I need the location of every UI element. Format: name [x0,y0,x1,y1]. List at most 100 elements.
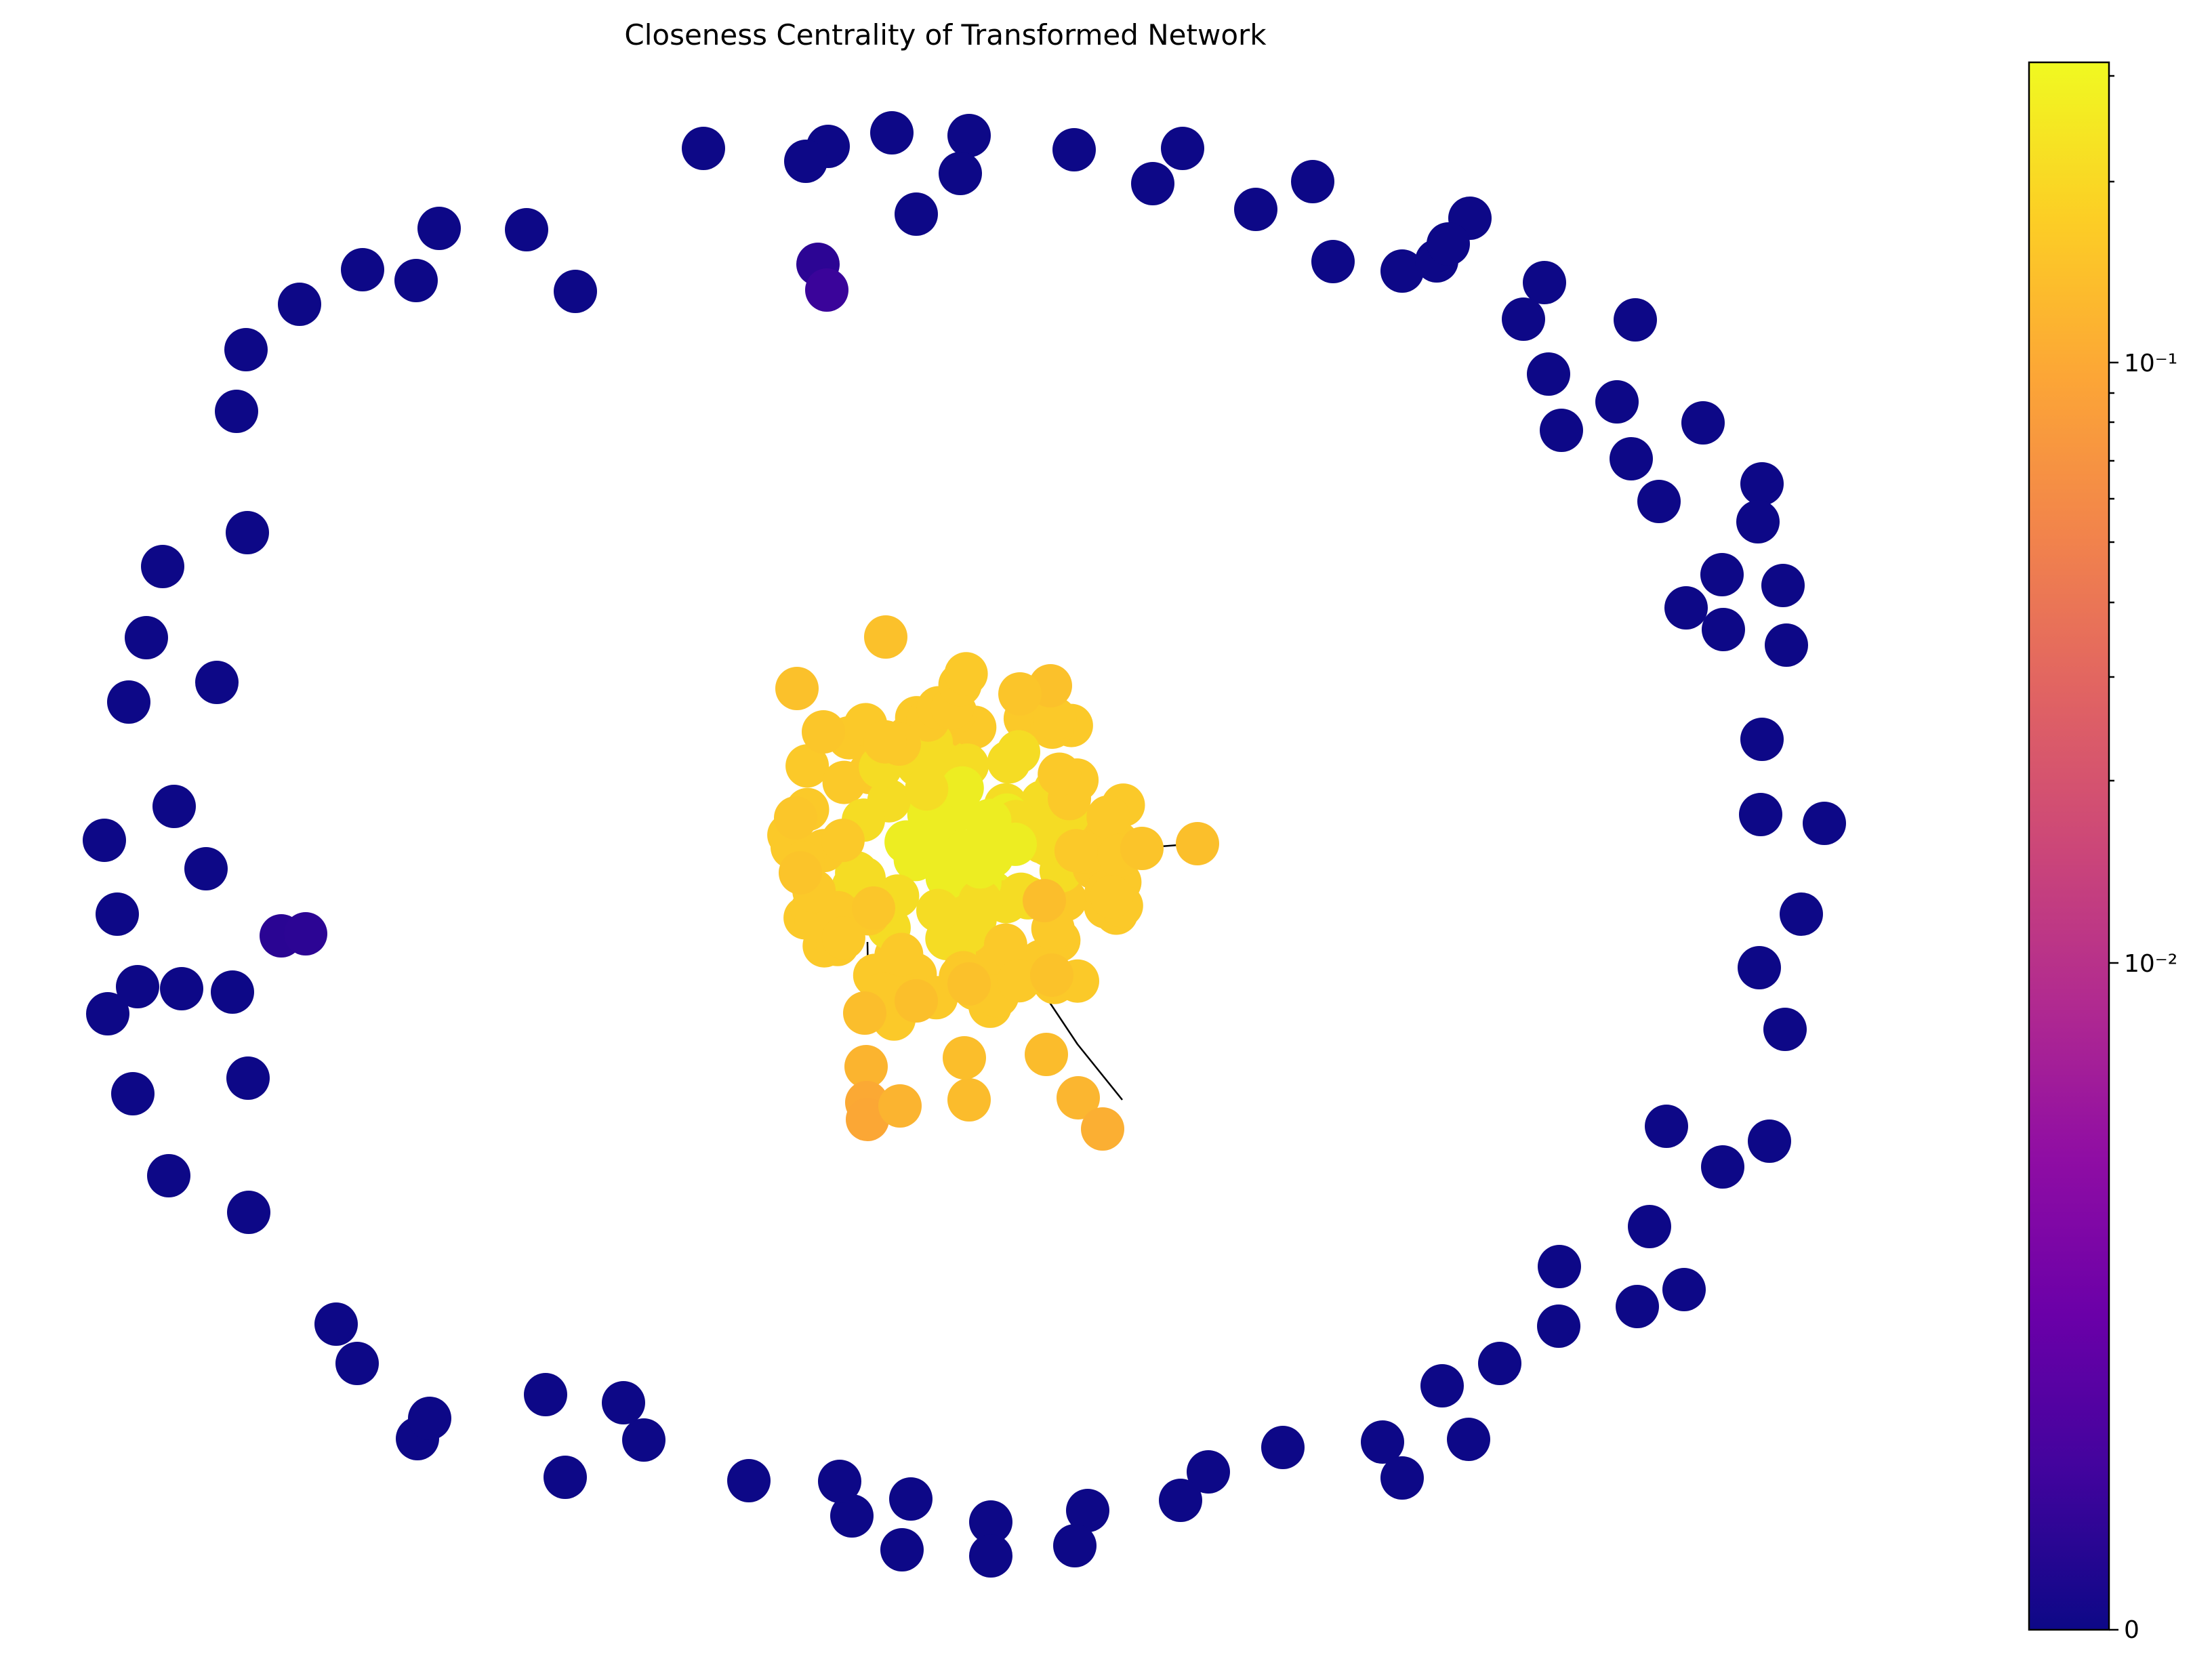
isolated-node [784,140,827,183]
isolated-node [1380,249,1424,293]
cluster-node [944,652,988,696]
cluster-node [947,1078,991,1122]
isolated-node [895,192,938,236]
pair-node [805,268,848,312]
isolated-node [1527,352,1570,396]
cluster-node [968,798,1012,842]
isolated-node [1427,222,1470,266]
isolated-node [1681,401,1725,445]
cluster-node [844,1045,888,1088]
colorbar-tick-label-1e-2: 10⁻² [2124,950,2177,978]
isolated-node [83,819,126,862]
isolated-node [1763,1008,1807,1051]
isolated-node [1540,409,1583,452]
isolated-node [1052,128,1096,171]
cluster-node [774,796,817,840]
isolated-node [969,1534,1012,1578]
cluster-node [863,720,907,764]
isolated-node [1537,1304,1580,1348]
isolated-node [1502,297,1545,341]
isolated-node [1523,261,1566,304]
isolated-node [184,847,228,890]
isolated-node [125,616,168,659]
isolated-node [1066,1489,1109,1532]
isolated-node [1736,500,1780,543]
isolated-node [1702,608,1745,651]
cluster-node [997,959,1041,1003]
isolated-node [1748,1119,1791,1163]
isolated-node [1380,1456,1424,1500]
isolated-node [1616,1285,1659,1328]
isolated-node [1662,1268,1706,1311]
isolated-node [152,785,196,828]
cluster-node [997,730,1040,774]
isolated-node [818,1460,861,1503]
isolated-node [111,1072,155,1115]
cluster-node [785,744,830,788]
isolated-node [524,1373,567,1416]
isolated-node [341,248,384,291]
isolated-node [1538,1245,1581,1288]
cluster-node [1057,1076,1100,1119]
isolated-node [1478,1342,1521,1385]
cluster-node [1030,953,1073,997]
cluster-node [802,710,845,754]
isolated-node [1628,1205,1671,1248]
isolated-node [1614,298,1657,342]
cluster-node [821,916,865,960]
isolated-node [1234,188,1277,231]
isolated-node [141,545,184,588]
isolated-node [1637,480,1681,523]
isolated-node [830,1494,874,1538]
cluster-node [1120,827,1164,870]
isolated-node [1803,802,1846,845]
isolated-node [880,1528,924,1571]
isolated-node [116,965,159,1008]
cluster-node [895,979,938,1023]
cluster-node [1023,879,1066,922]
isolated-node [1740,462,1784,506]
cluster-node [884,820,928,864]
isolated-node [682,127,725,170]
isolated-node [1159,1479,1202,1522]
cluster-node [880,932,924,977]
isolated-node [870,111,914,155]
isolated-node [96,892,139,936]
cluster-node [878,1084,922,1128]
cluster-node [1025,1033,1068,1076]
isolated-node [1261,1426,1305,1469]
colorbar-tick-label-1e-1: 10⁻¹ [2124,350,2177,377]
isolated-node [215,390,258,433]
cluster-node [1086,795,1130,839]
isolated-node [160,967,203,1010]
network-edge [1077,1044,1123,1101]
isolated-node [1700,553,1744,596]
cluster-node [1033,697,1077,741]
isolated-node [314,1302,358,1346]
isolated-node [1765,623,1808,667]
isolated-node [394,259,438,302]
isolated-node [147,1154,190,1197]
isolated-node [1361,1420,1404,1464]
cluster-node [846,1098,889,1141]
cluster-node [958,879,1002,923]
cluster-node [943,1036,986,1080]
cluster-node [843,991,886,1035]
isolated-node [1420,1364,1464,1407]
isolated-node [211,970,254,1014]
cluster-node [1054,829,1098,873]
isolated-node [947,114,991,157]
isolated-node [602,1381,645,1424]
colorbar-tick-label-0: 0 [2124,1616,2139,1644]
cluster-node [775,667,819,710]
isolated-node [278,283,321,326]
cluster-node [779,851,822,895]
isolated-node [727,1459,771,1502]
network-edge [1045,997,1079,1045]
cluster-node [1081,1107,1124,1151]
isolated-node [1187,1450,1230,1494]
cluster-node [852,886,895,930]
isolated-node [86,992,129,1035]
isolated-node [195,661,239,704]
